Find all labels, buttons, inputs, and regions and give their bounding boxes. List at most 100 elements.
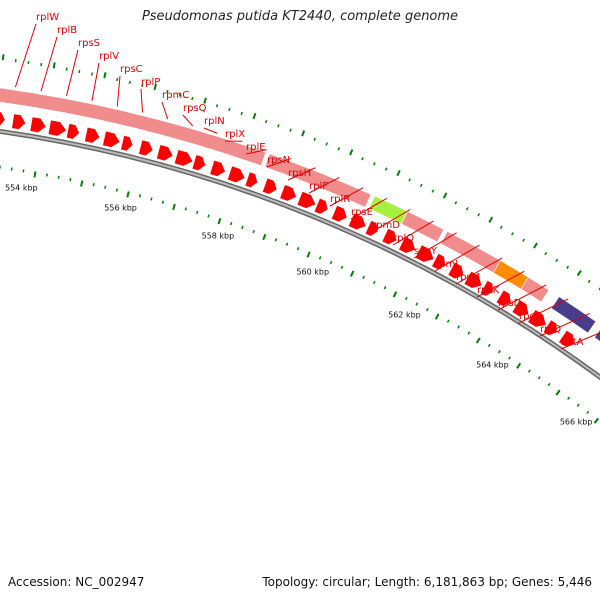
tick-mark [392, 291, 398, 298]
tick-mark [161, 200, 165, 204]
scale-ticks [0, 54, 600, 424]
tick-mark [555, 389, 561, 396]
gene-label: secY [414, 246, 438, 257]
tick-mark [141, 83, 144, 87]
tick-mark [90, 72, 94, 76]
cds-arrow [102, 131, 120, 148]
cds-arrow [448, 262, 464, 279]
leader-line [40, 36, 58, 92]
gene-label: rplE [246, 142, 266, 153]
gene-label: rpsC [120, 64, 143, 75]
cds-arrow [297, 191, 316, 209]
gene-label: rpsK [477, 285, 500, 296]
cds-arrow [262, 178, 277, 195]
tick-mark [166, 90, 169, 94]
feature-band [264, 153, 372, 208]
tick-mark [178, 93, 181, 97]
cds-arrow [543, 320, 557, 336]
leader-line [66, 49, 79, 96]
tick-mark [497, 350, 501, 354]
tick-mark [252, 112, 257, 120]
tick-mark [340, 265, 344, 270]
leader-line [329, 187, 364, 207]
tick-mark [104, 185, 107, 189]
tick-mark [153, 83, 157, 91]
tick-mark [508, 356, 511, 360]
gene-label: rpsM [456, 272, 480, 283]
tick-mark [240, 111, 243, 116]
tick-mark [78, 69, 81, 74]
tick-mark [446, 319, 450, 323]
gene-label: rpmJ [435, 259, 458, 270]
tick-mark [52, 62, 56, 69]
leader-line [308, 177, 340, 194]
tick-mark [318, 256, 322, 260]
leader-line [497, 284, 547, 311]
topology-text: Topology: circular; Length: 6,181,863 bp… [262, 575, 592, 589]
leader-line [287, 167, 316, 181]
tick-mark [33, 171, 37, 178]
gene-label: rpsD [498, 298, 522, 309]
tick-mark [296, 246, 300, 251]
cds-arrow [210, 160, 226, 177]
tick-mark [587, 279, 591, 284]
tick-mark [362, 275, 365, 280]
leader-line [476, 270, 525, 298]
gene-label: rplW [36, 12, 59, 23]
leader-line [203, 127, 218, 134]
tick-mark [419, 183, 423, 188]
tick-mark [576, 403, 580, 407]
tick-mark [467, 331, 471, 335]
leader-line [182, 114, 194, 127]
tick-mark [586, 410, 590, 415]
tick-mark [487, 343, 491, 348]
tick-mark [465, 207, 469, 211]
tick-mark [65, 67, 68, 71]
leader-line [266, 157, 292, 168]
tick-mark [431, 189, 435, 193]
cds-arrow [348, 213, 366, 230]
tick-mark [301, 130, 306, 137]
tick-mark [203, 97, 207, 104]
tick-mark [1, 54, 5, 61]
gene-label: rplQ [540, 324, 561, 335]
cds-arrow [84, 127, 100, 143]
cds-arrow [480, 280, 493, 296]
tick-mark [172, 203, 176, 211]
gene-label: rplB [57, 25, 77, 36]
gene-label: rplV [99, 51, 119, 62]
leader-line [413, 232, 457, 259]
tick-mark [262, 233, 267, 241]
gene-label: rplP [141, 77, 160, 88]
label-leaders [14, 23, 600, 350]
gene-label: rplO [393, 233, 414, 244]
gene-label: rplX [225, 129, 245, 140]
leader-line [350, 197, 388, 220]
tick-mark [576, 270, 582, 277]
tick-mark [361, 157, 364, 161]
tick-mark [337, 147, 340, 151]
kbp-label: 558 kbp [202, 232, 235, 241]
leader-line [371, 208, 411, 233]
gene-label: rpsN [267, 155, 290, 166]
tick-mark [477, 213, 481, 217]
tick-mark [434, 313, 440, 320]
gene-label: katA [561, 337, 584, 348]
tick-mark [184, 207, 187, 211]
tick-mark [516, 362, 522, 369]
leader-line [161, 101, 169, 120]
tick-mark [499, 225, 503, 230]
tick-mark [349, 270, 355, 277]
kbp-label: 560 kbp [296, 267, 329, 276]
tick-mark [103, 72, 107, 79]
kbp-label: 554 kbp [5, 183, 38, 192]
tick-mark [228, 107, 231, 112]
gene-label: rpsQ [183, 103, 207, 114]
feature-bands [0, 87, 600, 342]
cds-arrow [120, 135, 133, 151]
tick-mark [454, 201, 458, 205]
leader-line [392, 220, 434, 246]
gene-label: rpoA [519, 311, 543, 322]
tick-mark [274, 238, 278, 242]
